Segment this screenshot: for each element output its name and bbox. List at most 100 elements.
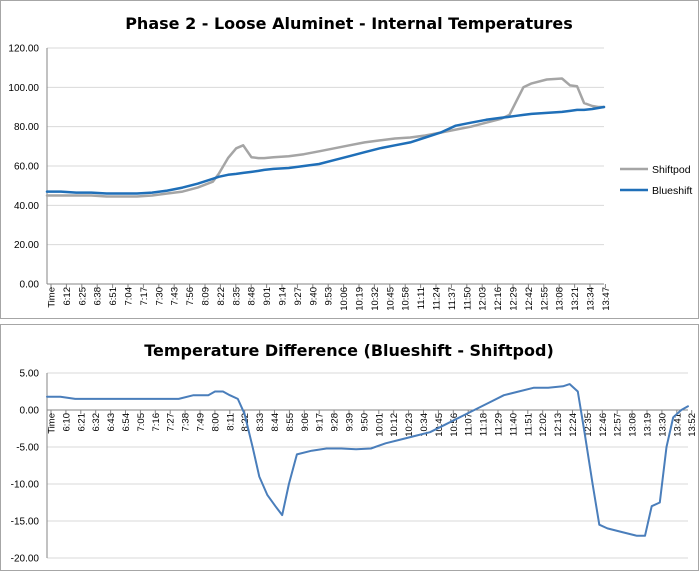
x-tick-label: 10:34	[419, 413, 430, 437]
x-tick-label: 6:51	[108, 287, 119, 306]
x-tick-label: 11:29	[494, 413, 505, 436]
x-tick-label: 8:48	[247, 287, 258, 306]
chart-internal-temperatures: Phase 2 - Loose Aluminet - Internal Temp…	[0, 0, 699, 319]
chart-1-y-tick-labels: 0.00 20.00 40.00 60.00 80.00 100.00 120.00	[8, 44, 39, 291]
chart-2-title: Temperature Difference (Blueshift - Shif…	[144, 341, 554, 360]
x-tick-label: 12:16	[493, 287, 504, 311]
x-tick-label: 6:54	[121, 413, 132, 432]
chart-1-series	[45, 77, 606, 198]
x-tick-label: Time	[47, 287, 58, 308]
x-tick-label: 7:16	[151, 413, 162, 432]
x-tick-label: 9:39	[345, 413, 356, 432]
x-tick-label: 7:17	[139, 287, 150, 306]
x-tick-label: 9:53	[324, 287, 335, 306]
x-tick-label: 9:06	[300, 413, 311, 432]
x-tick-label: 8:35	[231, 287, 242, 306]
x-tick-label: 12:55	[539, 287, 550, 311]
x-tick-label: 9:28	[330, 413, 341, 432]
x-tick-label: 6:38	[93, 287, 104, 306]
x-tick-label: 9:27	[293, 287, 304, 306]
x-tick-label: 13:08	[555, 287, 566, 311]
chart-1-legend: Shiftpod Blueshift	[620, 164, 692, 197]
y-tick-label: 40.00	[14, 201, 39, 212]
chart-2-x-tick-labels: Time 6:10 6:21 6:32 6:43 6:54 7:05 7:16 7:27 7:38…	[47, 413, 699, 437]
x-tick-label: 10:58	[401, 287, 412, 311]
y-tick-label: 100.00	[8, 83, 39, 94]
x-tick-label: 9:01	[262, 287, 273, 306]
x-tick-label: 10:12	[389, 413, 400, 437]
x-tick-label: 9:14	[278, 287, 289, 306]
x-tick-label: 8:00	[210, 413, 221, 432]
x-tick-label: 11:11	[416, 287, 427, 309]
y-tick-label: -20.00	[11, 554, 40, 565]
chart-1-x-tick-labels: Time 6:12 6:25 6:38 6:51 7:04 7:17 7:30 7:43 7:56…	[47, 287, 612, 311]
x-tick-label: 12:02	[538, 413, 549, 437]
x-tick-label: 10:56	[449, 413, 460, 437]
y-tick-label: 20.00	[14, 240, 39, 251]
x-tick-label: 10:32	[370, 287, 381, 311]
x-tick-label: 11:24	[432, 287, 443, 310]
x-tick-label: 12:24	[568, 413, 579, 437]
x-tick-label: 7:49	[196, 413, 207, 432]
x-tick-label: 7:56	[185, 287, 196, 306]
x-tick-label: 11:07	[464, 413, 475, 436]
x-tick-label: 10:01	[374, 413, 385, 437]
y-tick-label: 60.00	[14, 162, 39, 173]
x-tick-label: 9:17	[315, 413, 326, 432]
x-tick-label: 8:44	[270, 413, 281, 432]
x-tick-label: 12:03	[478, 287, 489, 311]
x-tick-label: 6:43	[106, 413, 117, 432]
x-tick-label: 8:22	[216, 287, 227, 306]
y-tick-label: 80.00	[14, 122, 39, 133]
legend-label-shiftpod: Shiftpod	[652, 164, 691, 176]
x-tick-label: 13:21	[570, 287, 581, 311]
x-tick-label: 12:57	[613, 413, 624, 437]
series-line-shiftpod	[45, 77, 606, 198]
series-line-difference	[46, 383, 689, 537]
chart-1-title: Phase 2 - Loose Aluminet - Internal Temp…	[125, 14, 573, 33]
x-tick-label: 8:33	[255, 413, 266, 432]
x-tick-label: 13:30	[657, 413, 668, 437]
x-tick-label: 8:09	[201, 287, 212, 306]
x-tick-label: 9:40	[308, 287, 319, 306]
x-tick-label: 13:08	[628, 413, 639, 437]
chart-2-gridlines	[46, 372, 693, 559]
x-tick-label: 7:27	[166, 413, 177, 432]
x-tick-label: 6:25	[77, 287, 88, 306]
x-tick-label: 11:50	[462, 287, 473, 310]
chart-1-gridlines	[46, 47, 606, 288]
series-line-blueshift	[45, 105, 606, 195]
y-tick-label: -15.00	[11, 517, 40, 528]
x-tick-label: 11:18	[479, 413, 490, 436]
x-tick-label: 10:45	[434, 413, 445, 437]
x-tick-label: 8:11	[225, 413, 236, 431]
x-tick-label: 12:35	[583, 413, 594, 437]
y-tick-label: 120.00	[8, 44, 39, 55]
x-tick-label: 7:30	[154, 287, 165, 306]
chart-1-frame	[0, 0, 699, 319]
x-tick-label: 6:32	[91, 413, 102, 432]
x-tick-label: 6:10	[61, 413, 72, 432]
chart-temperature-difference: Temperature Difference (Blueshift - Shif…	[0, 324, 699, 571]
x-tick-label: 12:13	[553, 413, 564, 437]
x-tick-label: 13:19	[643, 413, 654, 437]
x-tick-label: 10:45	[385, 287, 396, 311]
x-tick-label: Time	[47, 413, 58, 434]
x-tick-label: 11:40	[508, 413, 519, 436]
y-tick-label: 0.00	[20, 406, 40, 417]
x-tick-label: 10:06	[339, 287, 350, 311]
x-tick-label: 7:04	[124, 287, 135, 306]
x-tick-label: 7:38	[181, 413, 192, 432]
x-tick-label: 11:51	[523, 413, 534, 436]
y-tick-label: 0.00	[20, 280, 40, 291]
x-tick-label: 13:41	[672, 413, 683, 437]
x-tick-label: 8:55	[285, 413, 296, 432]
x-tick-label: 12:42	[524, 287, 535, 311]
y-tick-label: 5.00	[20, 369, 40, 380]
x-tick-label: 13:52	[687, 413, 698, 437]
x-tick-label: 12:29	[509, 287, 520, 311]
x-tick-label: 7:43	[170, 287, 181, 306]
x-tick-label: 6:12	[62, 287, 73, 306]
x-tick-label: 9:50	[359, 413, 370, 432]
